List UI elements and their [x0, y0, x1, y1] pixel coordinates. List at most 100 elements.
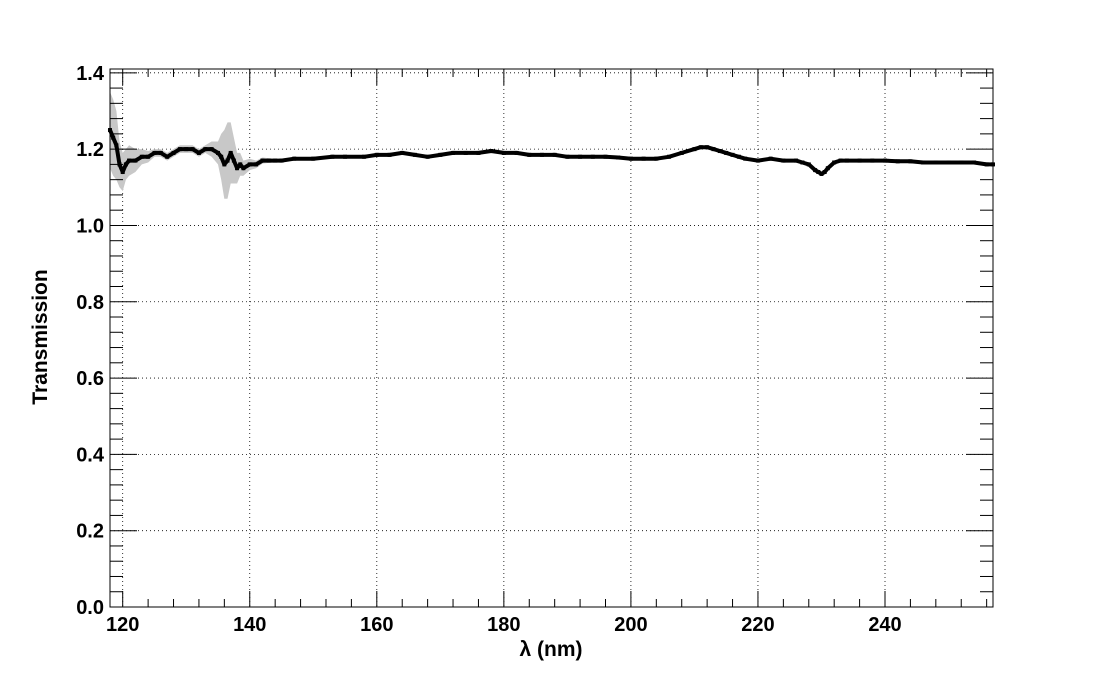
data-point	[247, 162, 252, 167]
data-point	[292, 156, 297, 161]
y-tick-label: 0.0	[76, 597, 104, 619]
data-point	[114, 143, 119, 148]
data-point	[816, 170, 821, 175]
data-point	[501, 150, 506, 155]
data-point	[158, 150, 163, 155]
data-point	[578, 154, 583, 159]
data-point	[177, 147, 182, 152]
data-point	[717, 149, 722, 154]
data-point	[883, 158, 888, 163]
data-point	[946, 160, 951, 165]
data-point	[959, 160, 964, 165]
data-point	[819, 171, 824, 176]
y-tick-label: 0.8	[76, 292, 104, 314]
data-point	[111, 135, 116, 140]
data-point	[730, 152, 735, 157]
x-tick-label: 200	[614, 614, 647, 636]
data-point	[971, 160, 976, 165]
data-point	[219, 154, 224, 159]
data-point	[279, 158, 284, 163]
data-point	[235, 166, 240, 171]
data-point	[374, 152, 379, 157]
data-point	[171, 150, 176, 155]
data-point	[387, 152, 392, 157]
data-point	[616, 155, 621, 160]
data-point	[794, 158, 799, 163]
y-tick-label: 1.2	[76, 139, 104, 161]
x-tick-label: 160	[360, 614, 393, 636]
data-point	[152, 150, 157, 155]
error-band	[110, 91, 993, 199]
data-point	[400, 150, 405, 155]
data-point	[921, 160, 926, 165]
axis-ticks	[110, 69, 993, 608]
data-point	[692, 147, 697, 152]
data-point	[527, 152, 532, 157]
data-point	[711, 147, 716, 152]
data-point	[514, 150, 519, 155]
y-tick-label: 1.4	[76, 63, 105, 85]
data-point	[254, 162, 259, 167]
data-point	[133, 158, 138, 163]
data-point	[933, 160, 938, 165]
data-point	[412, 152, 417, 157]
plot-frame	[109, 68, 994, 608]
x-axis-title: λ (nm)	[520, 638, 583, 661]
data-point	[654, 156, 659, 161]
data-point	[552, 152, 557, 157]
data-point	[590, 154, 595, 159]
data-point	[822, 170, 827, 175]
data-point	[806, 162, 811, 167]
data-point	[641, 156, 646, 161]
data-point	[476, 150, 481, 155]
x-tick-label: 180	[487, 614, 520, 636]
data-point	[228, 150, 233, 155]
data-point	[781, 158, 786, 163]
data-point	[603, 154, 608, 159]
data-point	[857, 158, 862, 163]
data-point	[698, 145, 703, 150]
error-band-area	[110, 91, 993, 199]
data-point	[844, 158, 849, 163]
data-point	[755, 158, 760, 163]
data-point	[146, 154, 151, 159]
data-point	[451, 150, 456, 155]
x-tick-label: 240	[868, 614, 901, 636]
data-point	[165, 154, 170, 159]
data-point	[231, 158, 236, 163]
data-point	[184, 147, 189, 152]
grid	[110, 69, 993, 607]
data-point	[139, 154, 144, 159]
data-point	[832, 160, 837, 165]
data-point	[311, 156, 316, 161]
y-axis-title: Transmission	[29, 269, 52, 404]
y-tick-label: 0.6	[76, 368, 104, 390]
data-point	[120, 170, 125, 175]
x-tick-labels: 120 140 160 180 200 220 240	[106, 614, 902, 636]
data-point	[800, 160, 805, 165]
data-point	[196, 150, 201, 155]
data-point	[241, 166, 246, 171]
data-point	[870, 158, 875, 163]
data-point	[463, 150, 468, 155]
y-tick-labels: 0.0 0.2 0.4 0.6 0.8 1.0 1.2 1.4	[76, 63, 105, 619]
data-point	[215, 150, 220, 155]
data-point	[238, 162, 243, 167]
data-point	[813, 168, 818, 173]
data-point	[825, 166, 830, 171]
data-point	[736, 154, 741, 159]
data-point	[123, 162, 128, 167]
data-point	[705, 145, 710, 150]
data-point	[895, 159, 900, 164]
data-point	[273, 158, 278, 163]
data-point	[225, 158, 230, 163]
y-tick-label: 0.4	[76, 444, 105, 466]
data-point	[209, 147, 214, 152]
data-point	[438, 152, 443, 157]
data-point	[908, 159, 913, 164]
y-tick-label: 0.2	[76, 521, 104, 543]
data-point	[425, 154, 430, 159]
data-point	[743, 156, 748, 161]
data-point	[724, 150, 729, 155]
